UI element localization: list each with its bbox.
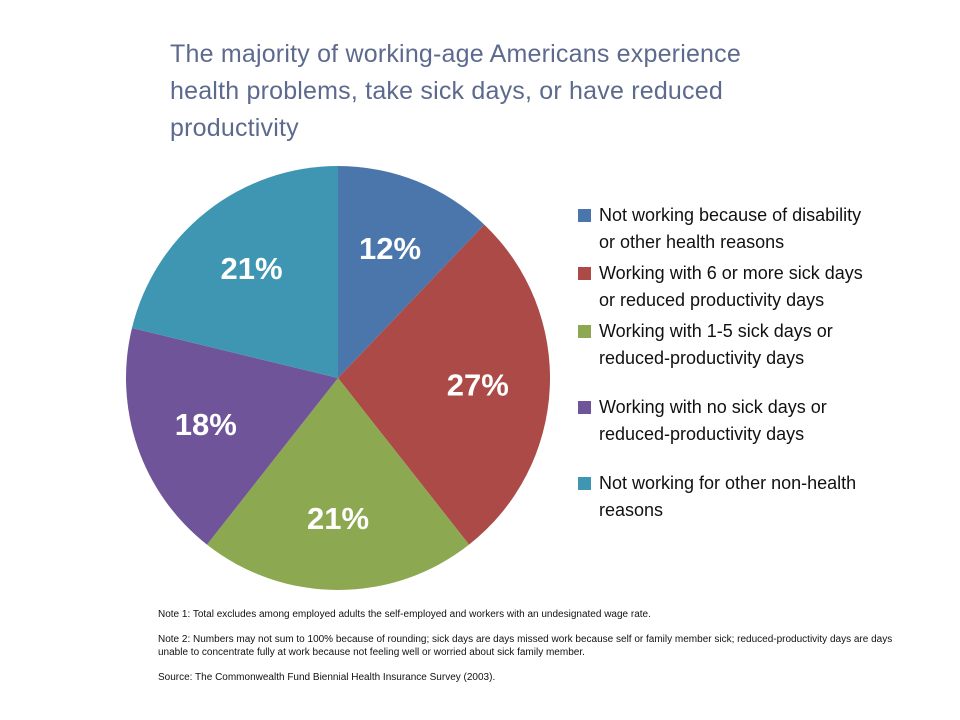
legend-label: Not working because of disability or oth… <box>599 205 862 252</box>
pie-data-label-1: 27% <box>447 368 509 403</box>
source-note: Source: The Commonwealth Fund Biennial H… <box>158 672 496 683</box>
pie-chart: 12% 27% 21% 18% 21% <box>98 138 578 618</box>
pie-data-label-3: 18% <box>175 407 237 442</box>
legend-label: Working with no sick days or reduced-pro… <box>599 397 827 444</box>
legend-label: Working with 6 or more sick days or redu… <box>599 263 863 310</box>
legend-swatch-icon <box>578 477 591 490</box>
legend-item-0: Not working because of disability or oth… <box>578 202 913 256</box>
pie-slice-1 <box>338 224 550 545</box>
legend-item-4: Not working for other non-health reasons <box>578 470 913 524</box>
legend-swatch-icon <box>578 267 591 280</box>
legend-swatch-icon <box>578 209 591 222</box>
legend-item-2: Working with 1-5 sick days or reduced-pr… <box>578 318 913 372</box>
legend-swatch-icon <box>578 325 591 338</box>
legend-item-3: Working with no sick days or reduced-pro… <box>578 394 913 448</box>
note-2: Note 2: Numbers may not sum to 100% beca… <box>158 634 893 658</box>
notes-block: Note 1: Total excludes among employed ad… <box>158 608 920 696</box>
pie-data-label-2: 21% <box>307 501 369 536</box>
pie-chart-svg: 12% 27% 21% 18% 21% <box>126 166 550 590</box>
legend: Not working because of disability or oth… <box>578 202 913 528</box>
legend-label: Working with 1-5 sick days or reduced-pr… <box>599 321 833 368</box>
legend-item-1: Working with 6 or more sick days or redu… <box>578 260 913 314</box>
note-1: Note 1: Total excludes among employed ad… <box>158 609 651 620</box>
pie-slice-2 <box>206 378 470 590</box>
pie-data-label-4: 21% <box>220 251 282 286</box>
pie-data-label-0: 12% <box>359 231 421 266</box>
pie-slice-3 <box>126 328 339 545</box>
legend-label: Not working for other non-health reasons <box>599 473 857 520</box>
pie-slice-0 <box>338 166 485 378</box>
chart-title: The majority of working-age Americans ex… <box>170 40 741 142</box>
legend-swatch-icon <box>578 401 591 414</box>
pie-slice-4 <box>131 166 338 378</box>
